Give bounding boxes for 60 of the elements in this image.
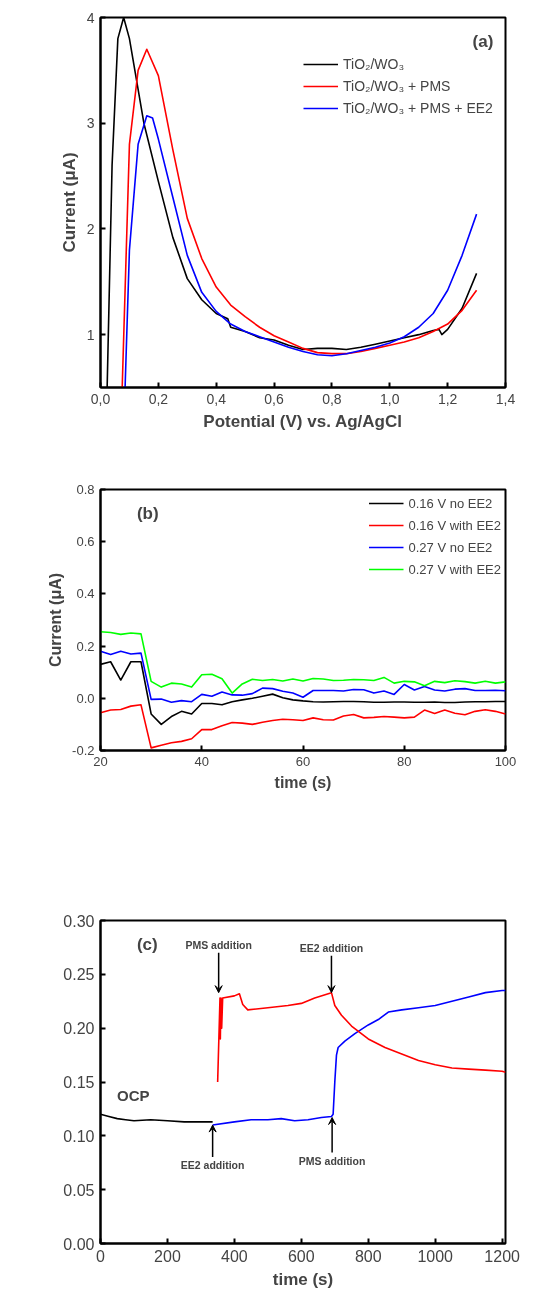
x-tick-label: 100 [494, 753, 517, 769]
annotation: EE2 addition [180, 1159, 245, 1172]
x-tick-label: 1000 [417, 1247, 454, 1265]
x-tick-label: 1,0 [380, 390, 400, 407]
x-tick-label: 0,6 [264, 390, 285, 407]
y-tick-label: 0.10 [63, 1127, 95, 1145]
y-tick-label: 0.30 [63, 912, 95, 930]
x-tick-label: 800 [354, 1247, 382, 1265]
annotation: PMS addition [298, 1154, 366, 1167]
y-axis-title: Current (μA) [47, 572, 65, 668]
y-axis-title: Current (μA) [59, 152, 79, 253]
y-tick-label: 0.15 [63, 1074, 95, 1091]
x-tick-label: 600 [287, 1247, 315, 1265]
legend-label: 0.16 V no EE2 [408, 495, 493, 511]
line-series [100, 630, 506, 694]
annotation: PMS addition [185, 938, 252, 951]
x-tick-label: 20 [93, 753, 108, 769]
x-axis-title: Potential (V) vs. Ag/AgCl [203, 411, 403, 431]
annotation: (c) [136, 934, 158, 954]
x-tick-label: 200 [154, 1247, 181, 1265]
annotation: EE2 addition [299, 941, 364, 954]
line-series [100, 650, 506, 704]
legend-label: TiO₂/WO₃ [343, 56, 405, 72]
y-tick-label: -0.2 [72, 743, 95, 758]
y-tick-label: 0.6 [76, 534, 95, 550]
y-tick-label: 0.2 [76, 638, 95, 654]
x-tick-label: 40 [194, 753, 209, 769]
legend-label: 0.27 V with EE2 [408, 561, 501, 577]
y-tick-label: 4 [86, 9, 95, 26]
y-tick-label: 0.4 [76, 586, 95, 602]
x-tick-label: 0,0 [90, 390, 111, 407]
line-series [124, 115, 478, 388]
annotation: (a) [472, 31, 494, 51]
annotation: (b) [136, 503, 159, 523]
x-tick-label: 400 [221, 1247, 248, 1265]
x-tick-label: 80 [397, 753, 412, 769]
y-tick-label: 0.20 [63, 1020, 95, 1038]
y-tick-label: 2 [86, 220, 95, 237]
y-tick-label: 0.25 [63, 966, 95, 984]
y-tick-label: 1 [86, 326, 95, 343]
x-tick-label: 1,2 [437, 390, 458, 407]
y-tick-label: 0.00 [63, 1235, 95, 1253]
x-axis-title: time (s) [272, 1269, 334, 1289]
x-tick-label: 1200 [484, 1247, 521, 1265]
y-tick-label: 3 [86, 115, 95, 132]
x-tick-label: 60 [295, 753, 311, 769]
x-axis-title: time (s) [274, 773, 332, 791]
y-tick-label: 0.8 [76, 482, 95, 497]
legend-label: TiO₂/WO₃ + PMS [343, 78, 451, 94]
x-tick-label: 0 [96, 1247, 106, 1265]
legend-label: 0.27 V no EE2 [408, 539, 493, 555]
legend-label: 0.16 V with EE2 [408, 517, 501, 533]
x-tick-label: 0,4 [206, 390, 227, 407]
y-tick-label: 0.05 [63, 1181, 95, 1199]
x-tick-label: 0,8 [322, 390, 342, 407]
x-tick-label: 1,4 [495, 390, 516, 407]
x-tick-label: 0,2 [148, 390, 169, 407]
y-tick-label: 0.0 [76, 690, 95, 706]
annotation: OCP [117, 1086, 150, 1104]
legend-label: TiO₂/WO₃ + PMS + EE2 [343, 100, 493, 116]
